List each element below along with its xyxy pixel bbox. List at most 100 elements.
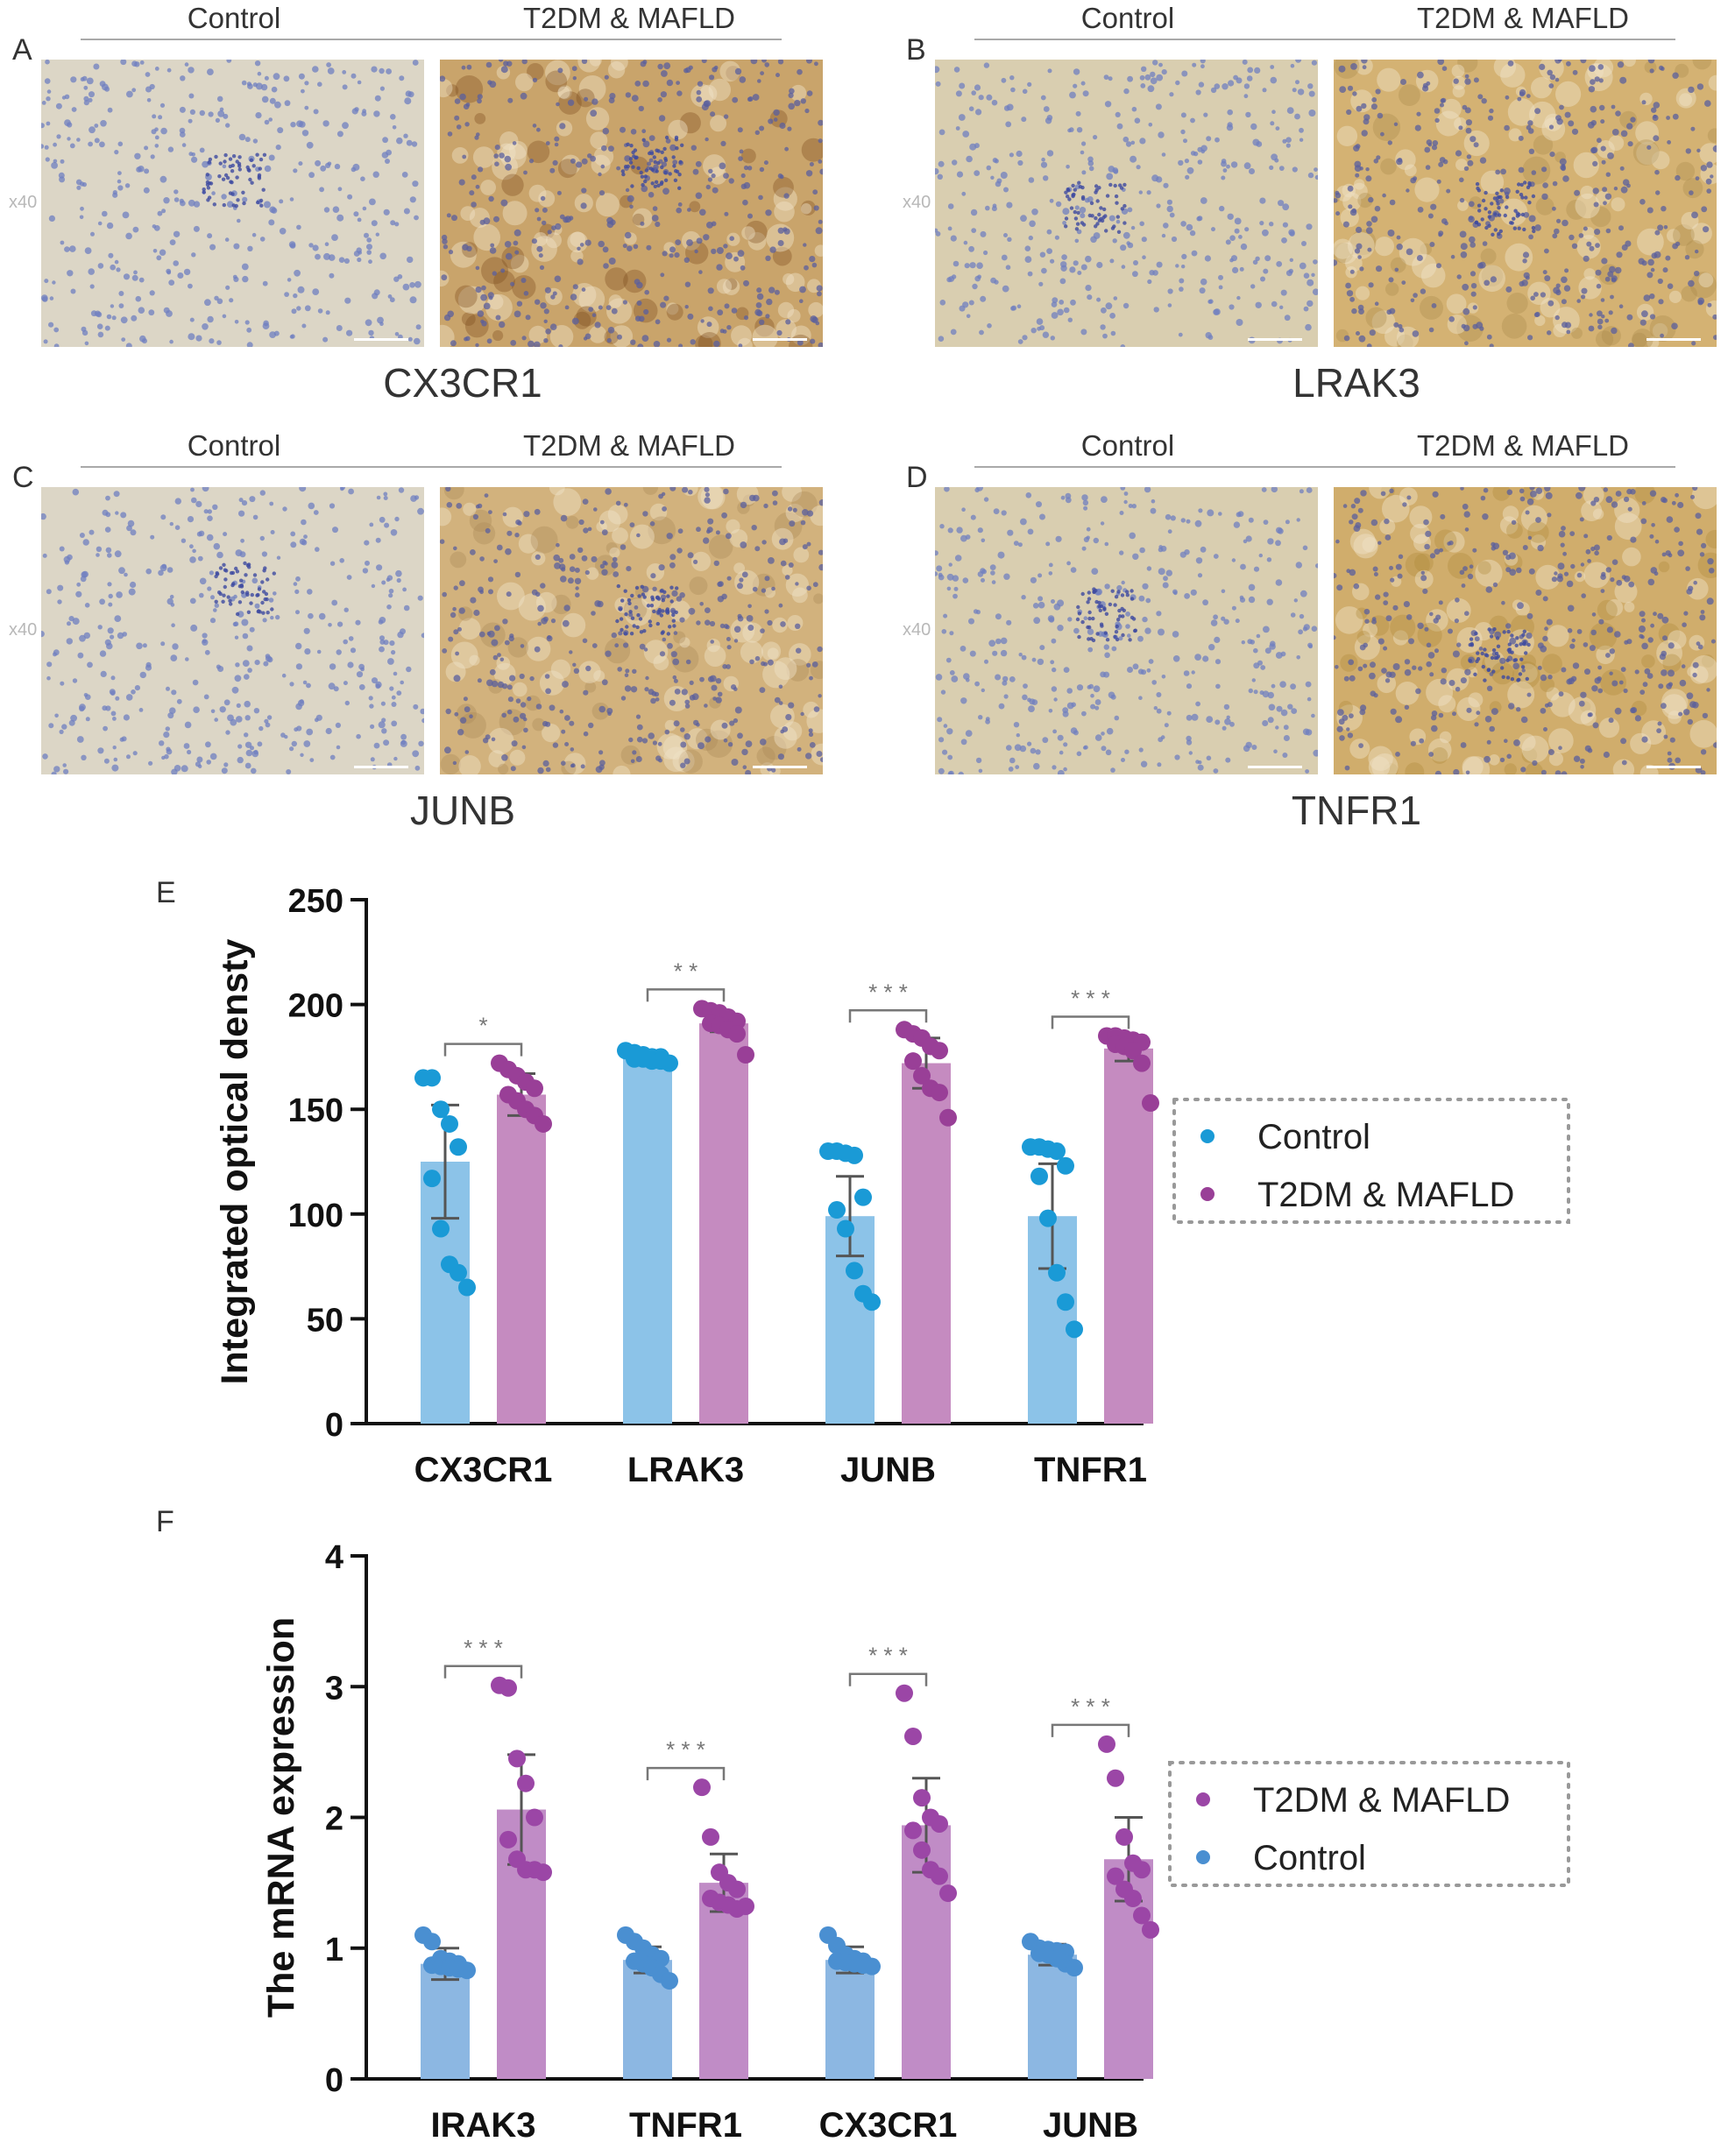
cell-nucleus [711,684,718,691]
magnification-label: x40 [903,193,931,212]
cell-nucleus [954,555,962,562]
cell-nucleus [818,119,823,126]
cell-nucleus [453,629,459,635]
cell-nucleus [246,645,253,652]
cell-nucleus [1242,60,1248,65]
chart-f-data-point [661,1972,678,1990]
cell-nucleus [643,308,649,315]
portal-cluster-cell [1525,676,1529,682]
portal-cluster-cell [257,176,262,180]
cell-nucleus [1060,261,1067,268]
cell-nucleus [72,678,78,683]
cell-nucleus [1369,329,1376,336]
cell-nucleus [752,586,758,592]
cell-nucleus [764,609,769,614]
cell-nucleus [415,324,421,330]
stain-blotch [1634,487,1656,505]
cell-nucleus [1228,80,1235,87]
cell-nucleus [1627,506,1632,512]
cell-nucleus [981,569,987,575]
stain-blotch [708,534,733,559]
stain-blotch [595,193,620,217]
cell-nucleus [1562,219,1569,227]
cell-nucleus [975,757,982,764]
cell-nucleus [1478,261,1486,269]
stain-blotch [498,763,509,774]
cell-nucleus [1642,682,1648,688]
cell-nucleus [61,95,67,100]
cell-nucleus [274,101,281,109]
cell-nucleus [806,541,811,547]
portal-cluster-cell [1133,628,1137,633]
cell-nucleus [360,176,365,181]
cell-nucleus [1450,254,1455,259]
stain-blotch [1468,692,1484,708]
cell-nucleus [1665,255,1671,261]
cell-nucleus [1516,567,1522,574]
cell-nucleus [1618,304,1624,309]
cell-nucleus [1101,307,1107,314]
cell-nucleus [584,569,590,576]
portal-cluster-cell [235,175,239,180]
cell-nucleus [1314,174,1318,180]
cell-nucleus [535,299,541,305]
cell-nucleus [580,764,585,769]
cell-nucleus [249,496,256,503]
cell-nucleus [1692,672,1697,678]
cell-nucleus [1383,646,1388,651]
cell-nucleus [1581,287,1588,294]
cell-nucleus [477,94,483,100]
cell-nucleus [412,180,419,187]
cell-nucleus [1144,627,1151,634]
cell-nucleus [1444,221,1448,226]
cell-nucleus [1141,66,1147,72]
cell-nucleus [1384,678,1391,683]
cell-nucleus [1059,750,1064,755]
cell-nucleus [663,295,669,301]
cell-nucleus [1579,517,1584,522]
cell-nucleus [545,688,551,695]
cell-nucleus [1697,644,1703,650]
cell-nucleus [763,503,768,509]
cell-nucleus [1469,136,1477,143]
cell-nucleus [1517,96,1522,102]
cell-nucleus [1609,671,1613,675]
cell-nucleus [574,567,580,573]
portal-cluster-cell [226,595,230,599]
cell-nucleus [1468,216,1475,223]
cell-nucleus [690,145,697,151]
cell-nucleus [1198,81,1205,88]
portal-cluster-cell [1477,203,1482,208]
cell-nucleus [952,575,960,582]
cell-nucleus [1593,497,1600,503]
cell-nucleus [83,100,89,106]
cell-nucleus [94,138,100,144]
cell-nucleus [391,720,398,727]
cell-nucleus [1289,230,1295,237]
cell-nucleus [76,138,81,142]
cell-nucleus [655,319,661,325]
cell-nucleus [818,694,822,698]
cell-nucleus [540,583,546,589]
cell-nucleus [687,313,694,320]
cell-nucleus [70,76,77,83]
cell-nucleus [1375,594,1381,600]
portal-cluster-cell [1494,651,1499,656]
portal-cluster-cell [643,174,648,179]
stain-blotch [545,70,568,93]
cell-nucleus [244,674,250,680]
cell-nucleus [585,665,591,672]
cell-nucleus [1296,518,1300,522]
cell-nucleus [452,606,457,611]
cell-nucleus [99,141,105,148]
cell-nucleus [504,155,512,163]
cell-nucleus [752,94,760,101]
cell-nucleus [1564,268,1569,273]
portal-cluster-cell [675,586,679,590]
portal-cluster-cell [1501,675,1505,679]
portal-cluster-cell [623,632,628,636]
cell-nucleus [295,576,301,582]
cell-nucleus [1102,333,1108,339]
cell-nucleus [1181,253,1187,259]
stain-blotch [790,84,807,102]
